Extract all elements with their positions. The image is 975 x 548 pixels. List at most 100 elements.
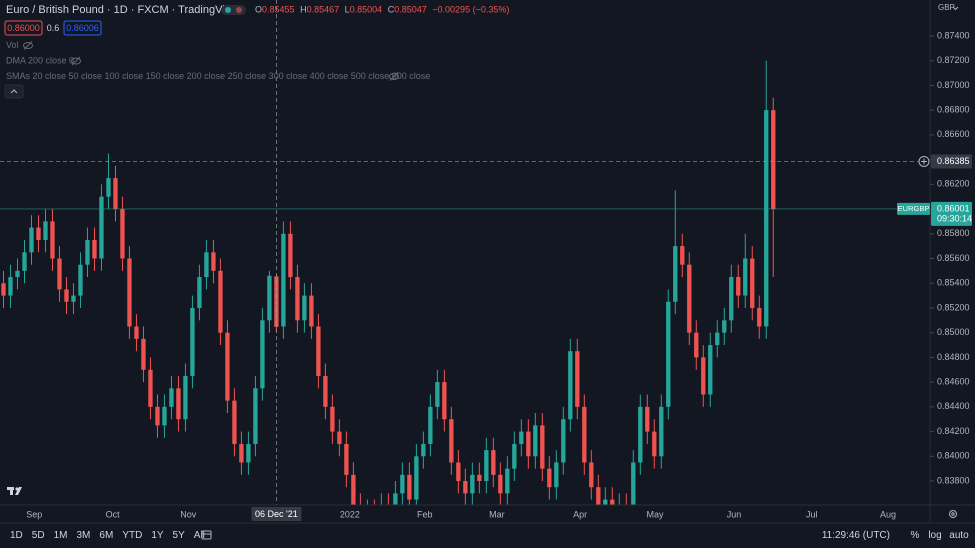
crosshair-price-label: 0.86385 [937,156,970,166]
percent-toggle[interactable]: % [911,530,920,541]
clock: 11:29:46 (UTC) [822,530,890,541]
add-alert-plus [921,158,927,165]
candle-body [491,450,496,475]
y-tick-label: 0.84600 [937,376,970,386]
candle-body [435,382,440,407]
x-tick-label: Aug [880,509,896,519]
candle-body [477,474,482,482]
candle-body [127,258,132,327]
candle-body [246,443,251,463]
calendar-icon[interactable] [201,530,212,540]
x-tick-label: Apr [573,509,587,519]
spread: 0.6 [47,23,60,33]
candle-body [764,110,769,327]
settings-icon[interactable] [949,510,957,518]
candle-body [211,252,216,271]
y-tick-label: 0.84400 [937,401,970,411]
eye-icon[interactable] [23,41,33,50]
candle-body [610,499,615,505]
candle-body [148,369,153,407]
eye-icon[interactable] [71,56,81,66]
candle-body [92,239,97,259]
symbol-tag [897,202,930,215]
x-tick-label: Jun [727,509,742,519]
ohlc-value: 0.85047 [394,5,427,15]
candle-body [64,289,69,302]
candle-body [190,307,195,376]
candle-body [113,178,118,210]
log-toggle[interactable]: log [928,530,941,541]
y-tick-label: 0.85600 [937,253,970,263]
candle-body [218,270,223,333]
buy-button[interactable] [63,20,102,36]
candle-body [442,382,447,420]
range-button[interactable]: 1D [10,530,23,541]
candle-body [78,264,83,296]
x-tick-label: Sep [26,509,42,519]
add-alert-button[interactable] [918,155,930,167]
y-tick-label: 0.85800 [937,228,970,238]
candle-body [120,209,125,259]
candle-body [715,332,720,346]
candle-body [1,283,6,296]
collapse-button[interactable] [4,84,24,99]
sell-button[interactable] [4,20,43,36]
market-status[interactable] [221,5,246,15]
candle-body [29,227,34,253]
candle-body [302,295,307,321]
candle-body [428,406,433,444]
candle-body [197,277,202,308]
ohlc-legend: O0.85455 H0.85467 L0.85004 C0.85047 −0.0… [255,5,509,15]
y-tick-label: 0.86800 [937,105,970,115]
candle-body [673,246,678,302]
plot-area [0,0,930,505]
y-tick-label: 0.86200 [937,179,970,189]
candle-body [414,456,419,500]
candle-body [547,468,552,488]
last-price-label: 0.86001 [937,203,970,213]
candle-body [750,258,755,308]
range-button[interactable]: All [194,530,205,541]
candle-body [638,406,643,463]
range-button[interactable]: 1Y [151,530,164,541]
candle-body [351,474,356,505]
eye-icon[interactable] [389,72,399,81]
candle-body [183,375,188,420]
range-button[interactable]: 5D [32,530,45,541]
candle-body [85,239,90,265]
candle-body [470,474,475,494]
symbol-title: Euro / British Pound · 1D · FXCM · Tradi… [6,4,239,16]
candle-body [162,406,167,426]
axes: 0.83800 0.84000 0.84200 0.84400 0.84600 0.848… [26,30,972,521]
currency[interactable]: GBP [938,3,955,12]
auto-toggle[interactable]: auto [949,530,969,541]
candle-body [99,196,104,259]
range-button[interactable]: 6M [99,530,113,541]
candle-body [57,258,62,290]
range-button[interactable]: 1M [54,530,68,541]
candle-body [309,295,314,327]
range-button[interactable]: 3M [77,530,91,541]
candle-body [694,332,699,358]
ohlc-key: H [300,5,307,15]
y-tick-label: 0.84800 [937,352,970,362]
candle-body [505,468,510,494]
candle-body [22,252,27,271]
candle-body [652,431,657,457]
candle-body [337,431,342,444]
candle-body [8,277,13,296]
candle-body [176,388,181,420]
y-tick-label: 0.86600 [937,129,970,139]
candle-body [456,462,461,482]
crosshair-price-tag [931,154,972,169]
range-button[interactable]: YTD [122,530,142,541]
candle-body [568,351,573,420]
candle-body [400,474,405,494]
status-dot [236,7,242,13]
range-button[interactable]: 5Y [173,530,186,541]
sell-price: 0.86000 [7,23,40,33]
change: −0.00295 (−0.35%) [432,5,509,15]
candle-body [295,277,300,321]
y-tick-label: 0.85400 [937,278,970,288]
candle-body [631,462,636,505]
